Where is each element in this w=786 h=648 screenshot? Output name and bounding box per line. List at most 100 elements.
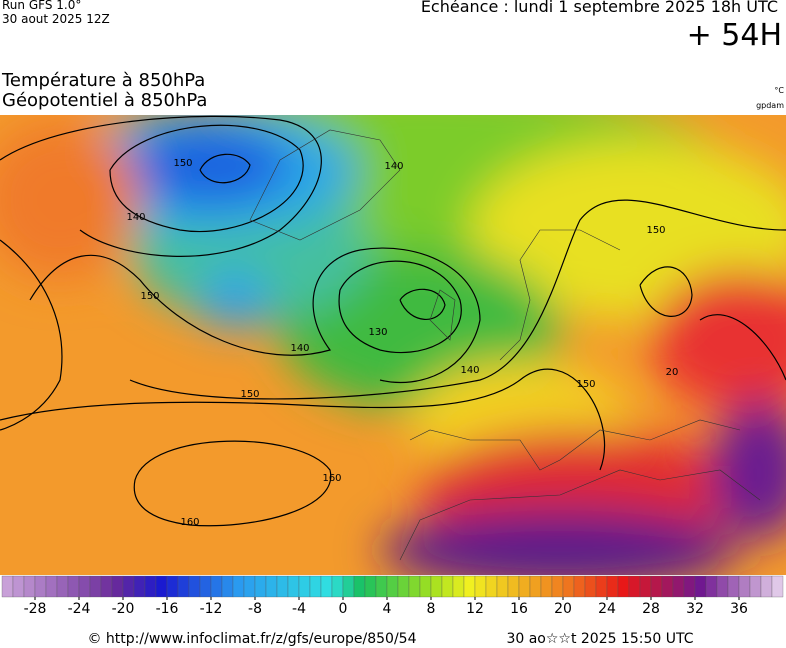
run-label: Run GFS 1.0°	[2, 0, 82, 12]
colorbar-swatch	[254, 575, 267, 598]
colorbar-swatch	[342, 575, 355, 598]
run-date: 30 aout 2025 12Z	[2, 12, 110, 26]
colorbar-tick-label: -20	[112, 601, 135, 617]
colorbar-swatch	[386, 575, 399, 598]
contour-label: 150	[646, 225, 665, 236]
temperature-field	[0, 115, 786, 575]
colorbar-tick-label: -4	[292, 601, 306, 617]
contour-label: 140	[384, 161, 403, 172]
colorbar-swatch	[650, 575, 663, 598]
colorbar-swatch	[463, 575, 476, 598]
colorbar-swatch	[716, 575, 729, 598]
colorbar-swatch	[573, 575, 586, 598]
colorbar-swatch	[562, 575, 575, 598]
colorbar-swatch	[243, 575, 256, 598]
colorbar-tick-label: 24	[598, 601, 616, 617]
valid-time: Echéance : lundi 1 septembre 2025 18h UT…	[420, 0, 778, 16]
colorbar-swatch	[606, 575, 619, 598]
colorbar-swatch	[694, 575, 707, 598]
contour-label: 150	[240, 389, 259, 400]
colorbar-swatch	[177, 575, 190, 598]
colorbar-swatch	[188, 575, 201, 598]
colorbar-swatch	[353, 575, 366, 598]
colorbar-swatch	[551, 575, 564, 598]
colorbar-tick-label: 16	[510, 601, 528, 617]
colorbar-swatch	[111, 575, 124, 598]
colorbar-swatch	[474, 575, 487, 598]
colorbar-swatch	[45, 575, 58, 598]
colorbar-tick-label: 20	[554, 601, 572, 617]
colorbar-swatch	[122, 575, 135, 598]
colorbar-tick-label: -28	[24, 601, 47, 617]
colorbar-swatch	[287, 575, 300, 598]
contour-label: 160	[322, 473, 341, 484]
colorbar-tick-label: 8	[427, 601, 436, 617]
colorbar-swatch	[276, 575, 289, 598]
colorbar-swatch	[441, 575, 454, 598]
colorbar-swatch	[518, 575, 531, 598]
colorbar-swatch	[749, 575, 762, 598]
colorbar-swatch	[265, 575, 278, 598]
colorbar-swatch	[375, 575, 388, 598]
colorbar-swatch	[507, 575, 520, 598]
contour-label: 140	[460, 365, 479, 376]
lead-time: + 54H	[686, 18, 782, 53]
colorbar-tick-label: 28	[642, 601, 660, 617]
colorbar-swatch	[727, 575, 740, 598]
colorbar-swatch	[595, 575, 608, 598]
contour-label: 20	[666, 367, 679, 378]
colorbar-swatch	[540, 575, 553, 598]
colorbar-swatch	[738, 575, 751, 598]
colorbar-swatch	[232, 575, 245, 598]
contour-label: 150	[140, 291, 159, 302]
colorbar-swatch	[485, 575, 498, 598]
colorbar-swatch	[298, 575, 311, 598]
colorbar-swatch	[133, 575, 146, 598]
colorbar-swatch	[1, 575, 14, 598]
title-geopotential: Géopotentiel à 850hPa	[2, 90, 208, 111]
coastlines	[249, 129, 761, 561]
colorbar-swatch	[419, 575, 432, 598]
footer-generated: 30 ao☆☆t 2025 15:50 UTC	[506, 631, 693, 647]
colorbar-swatch	[760, 575, 773, 598]
colorbar-tick-label: 12	[466, 601, 484, 617]
colorbar-swatch	[364, 575, 377, 598]
colorbar-swatch	[496, 575, 509, 598]
colorbar-swatch	[408, 575, 421, 598]
colorbar-swatch	[617, 575, 630, 598]
colorbar-swatch	[430, 575, 443, 598]
contour-label: 150	[576, 379, 595, 390]
contour-label: 160	[180, 517, 199, 528]
colorbar-swatch	[34, 575, 47, 598]
colorbar-swatch	[683, 575, 696, 598]
colorbar-swatch	[452, 575, 465, 598]
colorbar-swatch	[210, 575, 223, 598]
colorbar-tick-label: -24	[68, 601, 91, 617]
colorbar-swatch	[672, 575, 685, 598]
colorbar-swatch	[78, 575, 91, 598]
colorbar-swatch	[166, 575, 179, 598]
colorbar-tick-label: -12	[200, 601, 223, 617]
geopotential-contours	[0, 115, 786, 527]
colorbar-swatch	[529, 575, 542, 598]
colorbar-swatch	[705, 575, 718, 598]
colorbar-swatch	[331, 575, 344, 598]
colorbar-tick-label: 0	[339, 601, 348, 617]
colorbar-swatch	[23, 575, 36, 598]
colorbar-tick-label: 32	[686, 601, 704, 617]
colorbar-swatch	[661, 575, 674, 598]
contour-label: 140	[290, 343, 309, 354]
colorbar-swatch	[67, 575, 80, 598]
contour-label: 150	[173, 158, 192, 169]
colorbar-swatch	[12, 575, 25, 598]
colorbar-swatch	[100, 575, 113, 598]
colorbar-swatch	[56, 575, 69, 598]
footer-source: © http://www.infoclimat.fr/z/gfs/europe/…	[87, 631, 416, 647]
colorbar-swatch	[320, 575, 333, 598]
title-temperature: Température à 850hPa	[2, 70, 206, 91]
colorbar-swatch	[144, 575, 157, 598]
colorbar-swatch	[221, 575, 234, 598]
colorbar-swatch	[155, 575, 168, 598]
